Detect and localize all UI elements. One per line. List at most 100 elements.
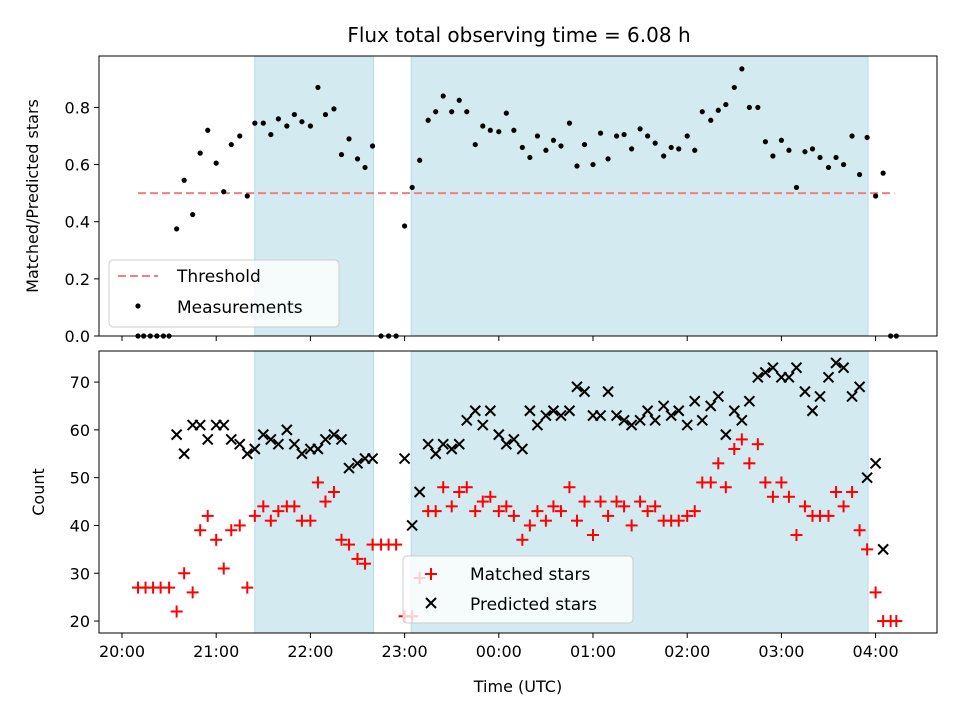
bottom-panel: 20 30 40 50 60 70 20:00 21:00 22:00 23:00 00:00 01… (29, 350, 938, 696)
matched-star-point (304, 514, 317, 527)
measurement-point (228, 141, 234, 148)
measurement-point (174, 226, 180, 232)
matched-star-point (563, 481, 576, 494)
predicted-star-point (194, 419, 206, 431)
predicted-star-point (877, 543, 889, 556)
predicted-star-point (689, 395, 701, 407)
measurement-point (244, 193, 250, 199)
predicted-star-point (736, 414, 748, 427)
predicted-star-point (170, 428, 183, 441)
measurement-point (856, 171, 863, 178)
predicted-star-point (516, 443, 529, 455)
measurement-point (315, 84, 321, 91)
matched-star-point (672, 514, 685, 527)
predicted-star-point (634, 414, 646, 427)
measurement-point (770, 153, 776, 159)
matched-star-point (634, 495, 647, 508)
matched-legend-marker (425, 568, 437, 580)
top-legend-measurements: Measurements (177, 298, 303, 318)
matched-star-point (869, 586, 882, 599)
predicted-star-point (265, 433, 277, 446)
top-legend: Threshold Measurements (108, 259, 340, 328)
measurement-point (676, 146, 682, 152)
x-tick-label: 04:00 (853, 642, 899, 661)
bottom-plot-frame (98, 350, 938, 634)
measurement-point (739, 66, 745, 72)
predicted-star-point (500, 438, 513, 450)
matched-star-point (743, 457, 756, 470)
measurement-point (307, 123, 313, 129)
y-tick-label: 70 (70, 373, 90, 392)
y-tick-label: 60 (70, 421, 90, 440)
top-legend-threshold: Threshold (176, 267, 261, 287)
matched-star-point (201, 509, 214, 522)
predicted-star-point (790, 362, 803, 374)
predicted-star-point (799, 385, 811, 398)
predicted-star-point (783, 371, 795, 383)
predicted-star-point (477, 419, 489, 431)
measurement-point (221, 189, 227, 195)
y-tick-label: 0.8 (65, 98, 90, 117)
measurement-point (252, 120, 258, 126)
measurement-point (205, 127, 211, 133)
matched-star-point (570, 514, 583, 527)
predicted-star-point (602, 385, 614, 398)
predicted-star-point (461, 414, 473, 427)
matched-star-point (853, 524, 866, 537)
predicted-star-point (578, 385, 591, 398)
x-tick-label: 03:00 (758, 642, 804, 661)
predicted-star-point (202, 433, 214, 446)
predicted-star-point (398, 452, 411, 465)
measurement-point (362, 164, 368, 171)
predicted-star-point (241, 448, 253, 460)
predicted-star-point (422, 438, 434, 450)
y-tick-label: 20 (70, 612, 90, 631)
predicted-star-point (728, 405, 741, 417)
predicted-star-point (610, 409, 623, 422)
measurement-point (786, 147, 792, 153)
matched-star-point (704, 476, 717, 489)
predicted-star-point (343, 462, 355, 474)
matched-star-point (225, 524, 238, 537)
predicted-star-point (351, 457, 364, 470)
matched-star-point (712, 457, 725, 470)
predicted-star-point (312, 443, 324, 455)
measurement-point (645, 133, 651, 139)
measurement-point (284, 123, 290, 129)
bottom-legend-matched: Matched stars (470, 565, 590, 585)
measurement-point (534, 133, 541, 139)
measurement-point (213, 160, 219, 166)
measurement-point (833, 154, 839, 161)
predicted-star-point (319, 433, 332, 446)
matched-star-point (523, 519, 536, 532)
matched-star-point (390, 538, 403, 551)
predicted-star-point (328, 428, 340, 441)
measurement-point (590, 161, 596, 168)
predicted-star-point (484, 405, 497, 417)
measurement-point (817, 154, 823, 161)
matched-star-point (610, 495, 623, 508)
matched-star-point (516, 533, 529, 546)
matched-star-point (248, 509, 261, 522)
bottom-legend: Matched stars Predicted stars (402, 555, 634, 624)
predicted-star-point (281, 424, 293, 436)
measurement-legend-marker (135, 303, 141, 309)
predicted-star-point (249, 443, 261, 455)
matched-star-point (790, 529, 803, 542)
bottom-y-axis-label: Count (29, 468, 48, 516)
matched-star-point (539, 514, 552, 527)
matched-star-point (681, 509, 694, 522)
measurement-point (840, 161, 847, 168)
matched-star-point (170, 605, 183, 618)
measurement-point (190, 211, 196, 218)
matched-star-point (178, 567, 191, 580)
predicted-star-point (696, 414, 708, 427)
matched-star-point (492, 505, 505, 518)
y-tick-label: 30 (70, 564, 90, 583)
predicted-star-point (759, 366, 772, 379)
matched-star-point (217, 562, 230, 575)
matched-star-point (861, 543, 874, 556)
x-tick-label: 00:00 (476, 642, 522, 661)
matched-star-point (578, 495, 591, 508)
predicted-star-point (288, 438, 301, 450)
